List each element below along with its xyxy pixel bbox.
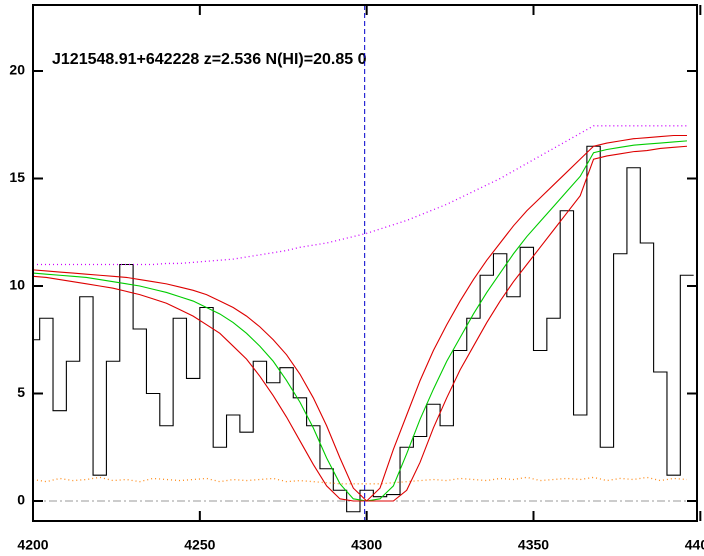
y-tick-label: 0 bbox=[17, 492, 25, 508]
annotation: J121548.91+642228 z=2.536 N(HI)=20.85 0 bbox=[52, 51, 367, 68]
series-continuum bbox=[33, 125, 687, 266]
y-tick-label: 5 bbox=[17, 384, 25, 400]
x-tick-label: 4300 bbox=[351, 537, 382, 553]
y-tick-label: 15 bbox=[9, 169, 25, 185]
y-tick-label: 20 bbox=[9, 62, 25, 78]
plot-frame bbox=[32, 4, 698, 522]
x-tick-label: 4350 bbox=[518, 537, 549, 553]
plot bbox=[33, 5, 697, 521]
x-tick-label: 4400 bbox=[685, 537, 704, 553]
x-tick-label: 4250 bbox=[184, 537, 215, 553]
series-fit bbox=[33, 140, 688, 502]
series-flux bbox=[33, 145, 694, 513]
series-fit-upper bbox=[33, 134, 687, 502]
x-tick-label: 4200 bbox=[17, 537, 48, 553]
y-tick-label: 10 bbox=[9, 277, 25, 293]
series-error bbox=[33, 476, 688, 485]
series-fit-lower bbox=[33, 145, 688, 502]
